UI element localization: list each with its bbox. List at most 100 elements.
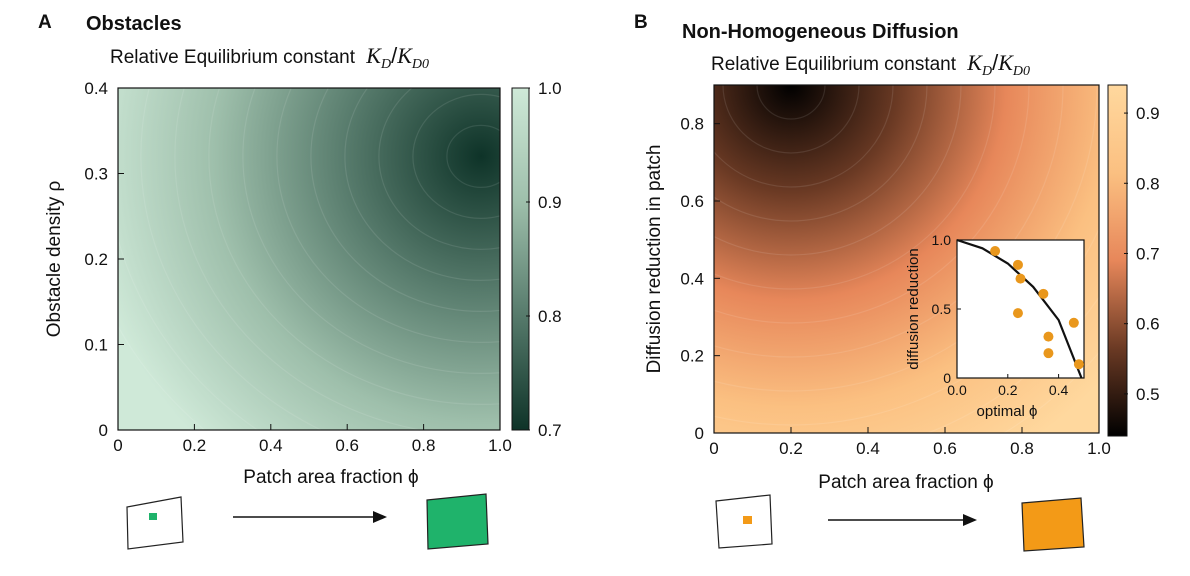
contour-line (344, 88, 500, 281)
x-tick-label: 0.8 (412, 436, 436, 455)
x-tick-label: 0.6 (933, 439, 957, 458)
colorbar-b (1107, 84, 1128, 437)
contour-line (714, 85, 894, 188)
kd-slash: / (391, 43, 398, 68)
contour-line (714, 85, 1030, 324)
inset-x-tick-label: 0.2 (998, 382, 1018, 398)
y-tick-label: 0.6 (680, 192, 704, 211)
x-tick-label: 0 (113, 436, 122, 455)
arrow-b-head (963, 514, 977, 526)
inset-plot: 0.0 0.2 0.4 0 0.5 1.0 (932, 232, 1084, 398)
panel-a-title: Obstacles (86, 13, 182, 35)
inset-data-point (1073, 359, 1084, 370)
inset-data-point (1012, 308, 1023, 319)
contour-line (756, 85, 826, 120)
y-tick-label: 0.4 (84, 79, 108, 98)
arrow-a-head (373, 511, 387, 523)
panel-a-subtitle: Relative Equilibrium constant KD/KD0 (110, 43, 429, 72)
subtitle-prefix: Relative Equilibrium constant (110, 47, 356, 68)
inset-ylabel: diffusion reduction (905, 248, 922, 369)
panel-b-title: Non-Homogeneous Diffusion (682, 21, 959, 43)
contour-line (714, 85, 928, 222)
inset-xlabel: optimal ϕ (977, 403, 1038, 420)
subtitle-prefix-b: Relative Equilibrium constant (711, 54, 957, 75)
inset-data-point (1015, 273, 1026, 284)
colorbar-a-ticks: 0.7 0.8 0.9 1.0 (526, 79, 562, 440)
heatmap-b-contours (714, 85, 1099, 433)
plot-b-frame (713, 84, 1100, 434)
colorbar-tick-label: 0.8 (538, 307, 562, 326)
x-tick-label: 0.8 (1010, 439, 1034, 458)
plot-b-xlabel: Patch area fraction ϕ (818, 472, 993, 493)
contour-line (208, 88, 500, 405)
inset-data-point (1043, 348, 1054, 359)
y-tick-label: 0.3 (84, 165, 108, 184)
small-patch-frame-a (126, 496, 184, 550)
inset-y-tick-label: 0.5 (932, 301, 952, 317)
inset-data-point (1038, 288, 1049, 299)
contour-line (714, 85, 996, 290)
contour-line (714, 85, 962, 256)
heatmap-a (118, 88, 500, 430)
panel-b-letter: B (634, 12, 648, 33)
colorbar-a (511, 87, 530, 431)
small-patch-b (743, 516, 752, 524)
y-tick-label: 0.2 (680, 347, 704, 366)
contour-line (310, 88, 500, 312)
heatmap-a-contours (118, 88, 500, 430)
contour-line (378, 88, 500, 250)
kd-sub-b: D (981, 64, 992, 79)
kd-symbol-b: K (966, 50, 983, 75)
inset-x-tick-label: 0.4 (1049, 382, 1069, 398)
inset-data-point (1012, 259, 1023, 270)
axes-a: 0 0.2 0.4 0.6 0.8 1.0 0 0.1 0.2 0.3 0.4 (84, 79, 511, 455)
x-tick-label: 0.4 (259, 436, 283, 455)
x-tick-label: 0.6 (335, 436, 359, 455)
full-patch-a (426, 493, 489, 550)
x-tick-label: 0.4 (856, 439, 880, 458)
full-patch-b (1021, 497, 1085, 552)
inset-data-point (1068, 317, 1079, 328)
x-tick-label: 0.2 (779, 439, 803, 458)
kd-slash-b: / (992, 50, 999, 75)
panel-b-subtitle: Relative Equilibrium constant KD/KD0 (711, 50, 1030, 79)
contour-line (714, 227, 1099, 426)
y-tick-label: 0 (695, 424, 704, 443)
y-tick-label: 0 (99, 421, 108, 440)
x-tick-label: 1.0 (488, 436, 512, 455)
colorbar-tick-label: 0.7 (538, 421, 562, 440)
inset-data-point (990, 246, 1001, 257)
inset-data-point (1043, 331, 1054, 342)
inset-y-tick-label: 1.0 (932, 232, 952, 248)
heatmap-a-field (118, 88, 500, 430)
colorbar-tick-label: 0.9 (538, 193, 562, 212)
x-tick-label: 0.2 (183, 436, 207, 455)
axes-b: 0 0.2 0.4 0.6 0.8 1.0 0 0.2 0.4 0.6 0.8 (680, 115, 1110, 458)
plot-a-ylabel: Obstacle density ρ (44, 181, 65, 338)
small-patch-a (149, 513, 157, 520)
colorbar-b-ticks: 0.5 0.6 0.7 0.8 0.9 (1124, 104, 1160, 404)
kd-symbol: K (365, 43, 382, 68)
plot-a-xlabel: Patch area fraction ϕ (243, 467, 418, 488)
inset-x-tick-label: 0.0 (947, 382, 967, 398)
x-tick-label: 1.0 (1087, 439, 1111, 458)
y-tick-label: 0.1 (84, 336, 108, 355)
y-tick-label: 0.2 (84, 250, 108, 269)
plot-b-ylabel: Diffusion reduction in patch (644, 145, 665, 374)
y-tick-label: 0.8 (680, 115, 704, 134)
colorbar-tick-label: 0.7 (1136, 244, 1160, 263)
kd-sub: D (380, 57, 391, 72)
colorbar-tick-label: 0.9 (1136, 104, 1160, 123)
contour-line (276, 88, 500, 343)
x-tick-label: 0 (709, 439, 718, 458)
contour-line (174, 88, 425, 430)
inset-y-tick-label: 0 (943, 370, 951, 386)
panel-a-letter: A (38, 12, 52, 33)
colorbar-tick-label: 0.8 (1136, 174, 1160, 193)
kd0-sub-b: D0 (1012, 64, 1030, 79)
kd0-symbol-b: K (997, 50, 1014, 75)
y-tick-label: 0.4 (680, 269, 704, 288)
colorbar-tick-label: 0.6 (1136, 315, 1160, 334)
contour-line (242, 88, 500, 374)
